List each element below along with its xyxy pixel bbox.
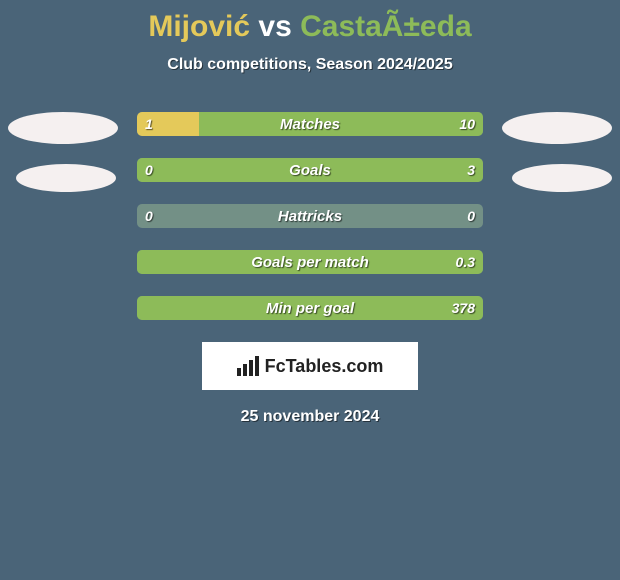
title-player-right: CastaÃ±eda xyxy=(300,10,472,43)
page-title: Mijović vs CastaÃ±eda xyxy=(0,0,620,44)
player-right-badge-2 xyxy=(512,164,612,192)
stat-row: 03Goals xyxy=(137,158,483,182)
stat-row: 378Min per goal xyxy=(137,296,483,320)
player-right-badge xyxy=(502,112,612,144)
stat-row: 0.3Goals per match xyxy=(137,250,483,274)
source-logo-text: FcTables.com xyxy=(265,356,384,377)
title-vs: vs xyxy=(250,10,300,43)
player-left-badge xyxy=(8,112,118,144)
bars-container: 110Matches 03Goals 0 0Hattricks 0.3Goals per… xyxy=(137,112,483,320)
stat-row: 110Matches xyxy=(137,112,483,136)
page-root: Mijović vs CastaÃ±eda Club competitions,… xyxy=(0,0,620,580)
stat-row-left-value: 0 xyxy=(145,204,153,228)
title-player-left: Mijović xyxy=(148,10,250,43)
bars-chart-icon xyxy=(237,356,259,376)
stat-row-right-fill xyxy=(137,296,483,320)
player-left-badge-2 xyxy=(16,164,116,192)
stat-row-right-fill xyxy=(137,158,483,182)
stat-row-right-fill xyxy=(199,112,483,136)
stat-row-right-value: 0 xyxy=(467,204,475,228)
comparison-chart: 110Matches 03Goals 0 0Hattricks 0.3Goals per… xyxy=(0,112,620,320)
date-line: 25 november 2024 xyxy=(0,408,620,426)
stat-row-left-fill xyxy=(137,112,199,136)
stat-row: 0 0Hattricks xyxy=(137,204,483,228)
subtitle: Club competitions, Season 2024/2025 xyxy=(0,56,620,74)
stat-row-label: Hattricks xyxy=(137,204,483,228)
stat-row-right-fill xyxy=(137,250,483,274)
source-logo-box: FcTables.com xyxy=(202,342,418,390)
